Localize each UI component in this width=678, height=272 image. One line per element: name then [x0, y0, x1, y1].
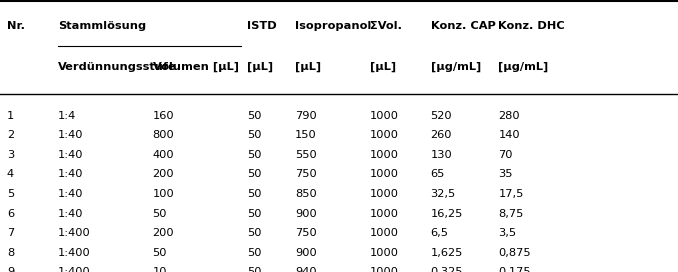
- Text: Konz. DHC: Konz. DHC: [498, 21, 565, 31]
- Text: 1,625: 1,625: [431, 248, 463, 258]
- Text: [µL]: [µL]: [370, 61, 396, 72]
- Text: 50: 50: [247, 111, 262, 120]
- Text: 150: 150: [295, 130, 317, 140]
- Text: 50: 50: [247, 209, 262, 218]
- Text: 3: 3: [7, 150, 14, 160]
- Text: 1:400: 1:400: [58, 267, 90, 272]
- Text: 1000: 1000: [370, 209, 399, 218]
- Text: Stammlösung: Stammlösung: [58, 21, 146, 31]
- Text: 900: 900: [295, 209, 317, 218]
- Text: 140: 140: [498, 130, 520, 140]
- Text: 750: 750: [295, 169, 317, 179]
- Text: 50: 50: [247, 228, 262, 238]
- Text: 940: 940: [295, 267, 317, 272]
- Text: 900: 900: [295, 248, 317, 258]
- Text: ISTD: ISTD: [247, 21, 277, 31]
- Text: 1000: 1000: [370, 130, 399, 140]
- Text: 160: 160: [153, 111, 174, 120]
- Text: 50: 50: [247, 248, 262, 258]
- Text: 1:400: 1:400: [58, 228, 90, 238]
- Text: [µL]: [µL]: [247, 61, 274, 72]
- Text: ΣVol.: ΣVol.: [370, 21, 401, 31]
- Text: 1:40: 1:40: [58, 169, 83, 179]
- Text: [µg/mL]: [µg/mL]: [498, 61, 549, 72]
- Text: 50: 50: [247, 267, 262, 272]
- Text: 1:40: 1:40: [58, 209, 83, 218]
- Text: 1: 1: [7, 111, 14, 120]
- Text: 7: 7: [7, 228, 14, 238]
- Text: Isopropanol: Isopropanol: [295, 21, 372, 31]
- Text: 1000: 1000: [370, 111, 399, 120]
- Text: Volumen [µL]: Volumen [µL]: [153, 61, 239, 72]
- Text: 0,325: 0,325: [431, 267, 463, 272]
- Text: 200: 200: [153, 169, 174, 179]
- Text: 1000: 1000: [370, 228, 399, 238]
- Text: 3,5: 3,5: [498, 228, 517, 238]
- Text: 1:400: 1:400: [58, 248, 90, 258]
- Text: 400: 400: [153, 150, 174, 160]
- Text: 1:4: 1:4: [58, 111, 76, 120]
- Text: 260: 260: [431, 130, 452, 140]
- Text: [µL]: [µL]: [295, 61, 321, 72]
- Text: 50: 50: [247, 189, 262, 199]
- Text: 750: 750: [295, 228, 317, 238]
- Text: 130: 130: [431, 150, 452, 160]
- Text: 65: 65: [431, 169, 445, 179]
- Text: Konz. CAP: Konz. CAP: [431, 21, 496, 31]
- Text: 6: 6: [7, 209, 14, 218]
- Text: 1000: 1000: [370, 189, 399, 199]
- Text: 17,5: 17,5: [498, 189, 523, 199]
- Text: 1000: 1000: [370, 169, 399, 179]
- Text: 50: 50: [153, 209, 167, 218]
- Text: 50: 50: [247, 150, 262, 160]
- Text: 1000: 1000: [370, 267, 399, 272]
- Text: 280: 280: [498, 111, 520, 120]
- Text: 1:40: 1:40: [58, 130, 83, 140]
- Text: 200: 200: [153, 228, 174, 238]
- Text: 50: 50: [247, 130, 262, 140]
- Text: 100: 100: [153, 189, 174, 199]
- Text: 800: 800: [153, 130, 174, 140]
- Text: 50: 50: [247, 169, 262, 179]
- Text: 50: 50: [153, 248, 167, 258]
- Text: 790: 790: [295, 111, 317, 120]
- Text: 9: 9: [7, 267, 14, 272]
- Text: 1:40: 1:40: [58, 150, 83, 160]
- Text: 1:40: 1:40: [58, 189, 83, 199]
- Text: 1000: 1000: [370, 150, 399, 160]
- Text: 2: 2: [7, 130, 14, 140]
- Text: 10: 10: [153, 267, 167, 272]
- Text: 1000: 1000: [370, 248, 399, 258]
- Text: Nr.: Nr.: [7, 21, 25, 31]
- Text: 32,5: 32,5: [431, 189, 456, 199]
- Text: 0,175: 0,175: [498, 267, 531, 272]
- Text: 35: 35: [498, 169, 513, 179]
- Text: 4: 4: [7, 169, 14, 179]
- Text: [µg/mL]: [µg/mL]: [431, 61, 481, 72]
- Text: 550: 550: [295, 150, 317, 160]
- Text: 6,5: 6,5: [431, 228, 449, 238]
- Text: Verdünnungsstufe: Verdünnungsstufe: [58, 62, 176, 72]
- Text: 520: 520: [431, 111, 452, 120]
- Text: 5: 5: [7, 189, 14, 199]
- Text: 0,875: 0,875: [498, 248, 531, 258]
- Text: 8: 8: [7, 248, 14, 258]
- Text: 70: 70: [498, 150, 513, 160]
- Text: 8,75: 8,75: [498, 209, 523, 218]
- Text: 850: 850: [295, 189, 317, 199]
- Text: 16,25: 16,25: [431, 209, 463, 218]
